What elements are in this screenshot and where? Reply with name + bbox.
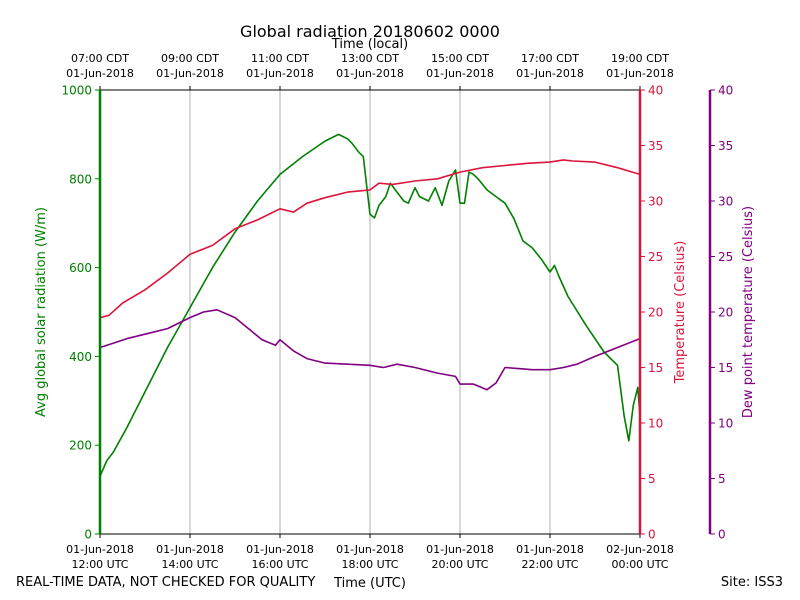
x-tick-label-date: 02-Jun-2018 [606,543,674,556]
x-tick-label-time: 18:00 UTC [341,558,398,571]
y-tick-label-temperature: 35 [648,139,663,153]
x-tick-label-date: 01-Jun-2018 [156,543,224,556]
series-line-temperature [99,159,641,319]
y-axis-label-dewpoint: Dew point temperature (Celsius) [741,206,756,418]
axes-layer [98,89,712,535]
top-tick-label-time: 15:00 CDT [431,52,489,65]
x-axis-label: Time (UTC) [333,576,406,591]
grid-layer [189,90,551,534]
top-tick-label-time: 07:00 CDT [71,52,129,65]
y-tick-label-dewpoint: 25 [718,250,733,264]
top-tick-label-date: 01-Jun-2018 [516,67,584,80]
y-tick-label-radiation: 800 [69,172,92,186]
y-tick-label-temperature: 0 [648,528,656,542]
tick-layer: 01-Jun-2018 12:00 UTC 07:00 CDT 01-Jun-2018… [34,52,756,571]
top-axis-label: Time (local) [331,37,408,52]
x-tick-label-date: 01-Jun-2018 [426,543,494,556]
y-tick-label-temperature: 25 [648,250,663,264]
top-tick-label-date: 01-Jun-2018 [606,67,674,80]
y-tick-label-radiation: 400 [69,350,92,364]
y-tick-label-temperature: 5 [648,472,656,486]
y-tick-label-temperature: 15 [648,361,663,375]
y-tick-label-dewpoint: 0 [718,528,726,542]
y-tick-label-dewpoint: 10 [718,417,733,431]
y-tick-label-radiation: 200 [69,439,92,453]
y-tick-label-dewpoint: 20 [718,306,733,320]
chart-title: Global radiation 20180602 0000 [240,22,500,41]
x-tick-label-time: 14:00 UTC [161,558,218,571]
series-line-dewpoint [99,308,641,391]
top-tick-label-time: 11:00 CDT [251,52,309,65]
series-line-radiation [99,133,641,477]
x-tick-label-time: 20:00 UTC [431,558,488,571]
y-tick-label-dewpoint: 15 [718,361,733,375]
quality-note: REAL-TIME DATA, NOT CHECKED FOR QUALITY [16,575,316,590]
y-tick-label-dewpoint: 35 [718,139,733,153]
y-tick-label-dewpoint: 40 [718,84,733,98]
top-tick-label-date: 01-Jun-2018 [246,67,314,80]
y-tick-label-radiation: 600 [69,261,92,275]
top-tick-label-date: 01-Jun-2018 [66,67,134,80]
top-tick-label-time: 19:00 CDT [611,52,669,65]
y-tick-label-temperature: 40 [648,84,663,98]
y-tick-label-radiation: 0 [84,528,92,542]
x-tick-label-date: 01-Jun-2018 [336,543,404,556]
x-tick-label-date: 01-Jun-2018 [66,543,134,556]
site-label: Site: ISS3 [720,575,783,590]
x-tick-label-time: 12:00 UTC [71,558,128,571]
x-tick-label-time: 00:00 UTC [611,558,668,571]
top-tick-label-date: 01-Jun-2018 [426,67,494,80]
series-layer [99,133,641,477]
y-tick-label-radiation: 1000 [61,84,92,98]
y-tick-label-dewpoint: 30 [718,195,733,209]
top-tick-label-date: 01-Jun-2018 [336,67,404,80]
top-tick-label-date: 01-Jun-2018 [156,67,224,80]
y-axis-label-temperature: Temperature (Celsius) [673,241,688,385]
y-axis-label-radiation: Avg global solar radiation (W/m) [34,207,49,417]
top-tick-label-time: 09:00 CDT [161,52,219,65]
top-tick-label-time: 17:00 CDT [521,52,579,65]
y-tick-label-dewpoint: 5 [718,472,726,486]
x-tick-label-time: 16:00 UTC [251,558,308,571]
x-tick-label-time: 22:00 UTC [521,558,578,571]
top-tick-label-time: 13:00 CDT [341,52,399,65]
x-tick-label-date: 01-Jun-2018 [516,543,584,556]
y-tick-label-temperature: 10 [648,417,663,431]
y-tick-label-temperature: 30 [648,195,663,209]
y-tick-label-temperature: 20 [648,306,663,320]
x-tick-label-date: 01-Jun-2018 [246,543,314,556]
